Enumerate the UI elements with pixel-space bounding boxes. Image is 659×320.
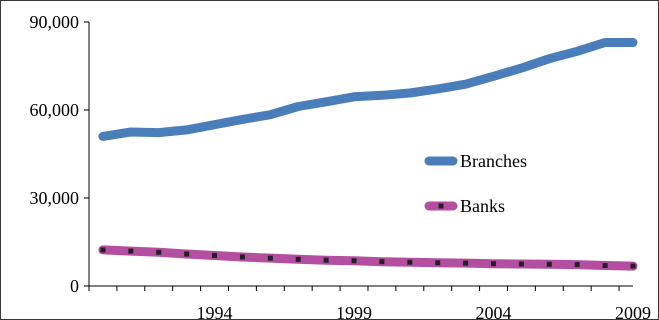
data-point — [184, 251, 190, 257]
data-point — [379, 259, 385, 265]
x-tick-label: 2009 — [615, 303, 651, 319]
data-point — [295, 256, 301, 262]
legend-item-branches: Branches — [424, 151, 527, 171]
data-point — [239, 254, 245, 260]
y-tick-label: 60,000 — [30, 100, 80, 120]
series-line-branches — [98, 38, 638, 141]
y-tick-label: 0 — [70, 276, 79, 296]
series-banks — [98, 245, 638, 271]
data-point — [630, 263, 636, 269]
legend-label: Banks — [460, 196, 505, 216]
data-point — [435, 260, 441, 266]
legend-marker — [438, 203, 444, 209]
y-tick-label: 30,000 — [30, 188, 80, 208]
data-point — [323, 257, 329, 263]
data-point — [100, 247, 106, 253]
y-tick-label: 90,000 — [30, 12, 80, 32]
axes: 0 30,000 60,000 90,000 1994 1999 2004 2009 — [30, 12, 652, 319]
data-point — [407, 259, 413, 265]
data-point — [602, 262, 608, 268]
data-point — [463, 260, 469, 266]
data-point — [491, 261, 497, 267]
x-tick-label: 1999 — [336, 303, 372, 319]
legend-item-banks: Banks — [424, 196, 505, 216]
legend: Branches Banks — [424, 151, 527, 216]
data-point — [267, 255, 273, 261]
data-point — [546, 261, 552, 267]
legend-label: Branches — [460, 151, 527, 171]
x-tick-label: 2004 — [476, 303, 512, 319]
data-point — [128, 248, 134, 254]
series-layer — [98, 38, 638, 271]
data-point — [156, 249, 162, 255]
series-branches — [98, 38, 638, 141]
x-tick-label: 1994 — [197, 303, 233, 319]
data-point — [351, 258, 357, 264]
data-point — [574, 262, 580, 268]
data-point — [518, 261, 524, 267]
data-point — [212, 252, 218, 258]
series-line-banks — [98, 245, 638, 271]
